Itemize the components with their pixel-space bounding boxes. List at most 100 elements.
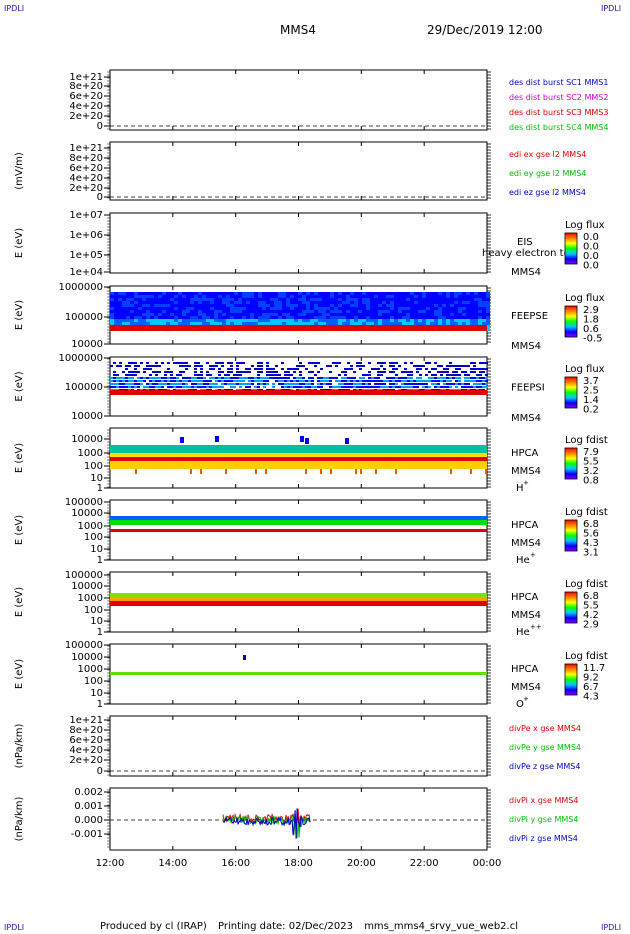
spectro-cell [437, 365, 440, 367]
spectro-cell [275, 374, 278, 376]
spectro-cell [254, 386, 257, 388]
spectro-cell [214, 295, 218, 298]
spectro-cell [418, 313, 422, 316]
y-tick-label: 4e+20 [69, 173, 103, 184]
spectro-cell [266, 322, 270, 325]
spectro-cell [170, 371, 173, 373]
spectro-cell [260, 371, 263, 373]
spectro-cell [251, 377, 254, 379]
spectro-cell [245, 383, 248, 385]
spectro-cell [350, 322, 354, 325]
spectro-cell [326, 316, 330, 319]
spectro-cell [274, 307, 278, 310]
spectro-cell [167, 368, 170, 370]
spectro-cell [425, 374, 428, 376]
spectro-cell [308, 377, 311, 379]
spectro-cell [162, 292, 166, 295]
spectro-cell [320, 377, 323, 379]
spectro-cell [298, 307, 302, 310]
y-axis-label: E (eV) [14, 300, 25, 330]
spectro-cell [215, 386, 218, 388]
spectro-cell [404, 383, 407, 385]
spectro-cell [250, 310, 254, 313]
spectro-cell [154, 316, 158, 319]
spectro-cell [293, 368, 296, 370]
spectro-cell [440, 365, 443, 367]
y-tick-label: 1 [97, 483, 103, 494]
spectro-cell [426, 292, 430, 295]
spectro-cell [125, 368, 128, 370]
spectro-cell [478, 301, 482, 304]
spectro-cell [173, 386, 176, 388]
spectro-cell [370, 298, 374, 301]
spectro-cell [296, 377, 299, 379]
spectro-cell [354, 313, 358, 316]
spectro-cell [122, 386, 125, 388]
spectro-cell [134, 316, 138, 319]
spectro-cell [406, 310, 410, 313]
spectro-cell [210, 310, 214, 313]
spectro-cell [143, 377, 146, 379]
panel-frame [109, 212, 488, 274]
spectro-cell [310, 295, 314, 298]
legend-entry: divPe y gse MMS4 [509, 743, 581, 752]
spectro-cell [318, 298, 322, 301]
spectro-cell [476, 368, 479, 370]
spectro-cell [467, 374, 470, 376]
spectro-cell [174, 319, 178, 322]
spectro-cell [311, 380, 314, 382]
spectro-cell [294, 304, 298, 307]
spectro-cell [238, 316, 242, 319]
spectro-cell [350, 365, 353, 367]
spectro-cell [257, 368, 260, 370]
spectro-cell [358, 304, 362, 307]
spectro-cell [126, 292, 130, 295]
spectro-cell [218, 371, 221, 373]
spectro-cell [282, 301, 286, 304]
spectro-cell [353, 371, 356, 373]
spectro-cell [298, 310, 302, 313]
spectro-cell [230, 371, 233, 373]
spectro-cell [305, 383, 308, 385]
spectro-cell [344, 380, 347, 382]
spectro-cell [377, 386, 380, 388]
spectro-cell [269, 371, 272, 373]
spectro-cell [162, 322, 166, 325]
spectro-cell [482, 371, 485, 373]
spectro-cell [221, 365, 224, 367]
spectro-cell [186, 298, 190, 301]
spectro-cell [406, 313, 410, 316]
y-tick-label: 4e+20 [69, 101, 103, 112]
spectro-cell [142, 292, 146, 295]
spectro-cell [425, 368, 428, 370]
spectro-cell [362, 307, 366, 310]
spectro-cell [238, 292, 242, 295]
spectro-cell [461, 386, 464, 388]
spectro-cell [185, 386, 188, 388]
spectro-cell [110, 301, 114, 304]
spectro-cell [482, 310, 486, 313]
spectro-cell [455, 374, 458, 376]
spectro-cell [416, 386, 419, 388]
spectro-cell [470, 386, 473, 388]
datetime-title: 29/Dec/2019 12:00 [427, 23, 543, 37]
spectro-cell [478, 322, 482, 325]
spectro-cell [402, 295, 406, 298]
spectro-cell [442, 310, 446, 313]
spectro-cell [238, 301, 242, 304]
spectro-cell [179, 383, 182, 385]
spectro-cell [250, 316, 254, 319]
y-tick-label: 6e+20 [69, 163, 103, 174]
spectro-cell [302, 307, 306, 310]
spectro-cell [473, 371, 476, 373]
spectro-cell [386, 295, 390, 298]
spectro-cell [416, 371, 419, 373]
spectro-cell [449, 365, 452, 367]
spectro-cell [470, 295, 474, 298]
spectro-cell [342, 310, 346, 313]
spectro-cell [454, 310, 458, 313]
spectro-cell [425, 386, 428, 388]
spectro-cell [378, 292, 382, 295]
